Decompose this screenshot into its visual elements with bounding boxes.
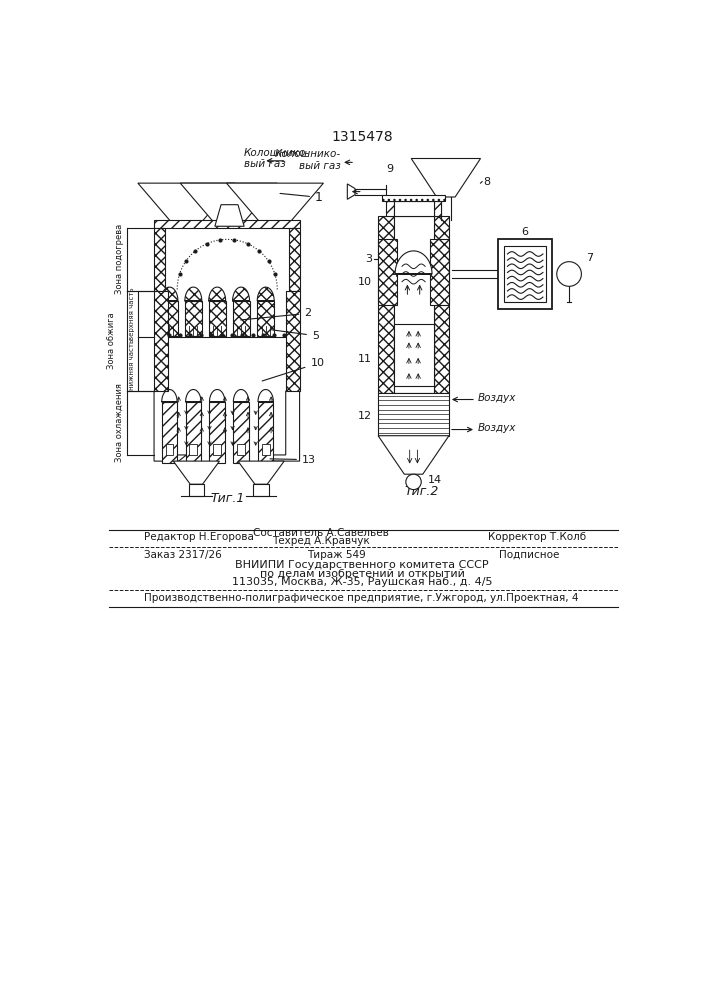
Polygon shape (347, 184, 355, 199)
Text: 12: 12 (358, 411, 372, 421)
Text: верхняя часть: верхняя часть (129, 288, 136, 340)
Bar (161, 301, 178, 336)
Bar (433, 201, 441, 216)
Bar (165, 444, 173, 455)
Circle shape (406, 474, 421, 490)
Bar (262, 444, 269, 455)
Bar (378, 239, 397, 305)
Bar (233, 301, 250, 336)
Text: Колошнико-
вый газ: Колошнико- вый газ (275, 149, 341, 171)
Bar (504, 246, 546, 302)
Text: Зона подогрева: Зона подогрева (115, 224, 124, 294)
Polygon shape (411, 158, 481, 197)
Text: 14: 14 (428, 475, 442, 485)
Bar (214, 444, 221, 455)
Text: 1: 1 (280, 191, 323, 204)
Polygon shape (209, 389, 225, 402)
Bar (186, 402, 201, 463)
Text: Колошнико-
вый газ: Колошнико- вый газ (244, 148, 310, 169)
Bar (394, 201, 433, 216)
Text: Воздух: Воздух (477, 393, 516, 403)
Text: ВНИИПИ Государственного комитета СССР: ВНИИПИ Государственного комитета СССР (235, 560, 489, 570)
Bar (288, 228, 300, 291)
Text: Редактор Н.Егорова: Редактор Н.Егорова (144, 532, 254, 542)
Bar (209, 402, 225, 463)
Bar (233, 402, 249, 463)
Bar (189, 484, 204, 496)
Text: 11: 11 (358, 354, 372, 364)
Text: Воздух: Воздух (477, 423, 516, 433)
Text: Заказ 2317/26: Заказ 2317/26 (144, 550, 222, 560)
Bar (162, 402, 177, 463)
Text: нижняя часть: нижняя часть (129, 339, 136, 390)
Bar (394, 216, 433, 393)
Polygon shape (395, 251, 432, 274)
Bar (433, 216, 449, 393)
Text: Корректор Т.Колб: Корректор Т.Колб (488, 532, 586, 542)
Bar (253, 484, 269, 496)
Bar (286, 291, 300, 391)
Text: 113035, Москва, Ж-35, Раушская наб., д. 4/5: 113035, Москва, Ж-35, Раушская наб., д. … (232, 577, 492, 587)
Text: 3: 3 (365, 254, 372, 264)
Text: Зона охлаждения: Зона охлаждения (115, 384, 124, 462)
Text: Составитель А.Савельев: Составитель А.Савельев (253, 528, 389, 538)
Polygon shape (161, 287, 178, 301)
Text: 13: 13 (270, 455, 316, 465)
Polygon shape (186, 389, 201, 402)
Bar (386, 201, 394, 216)
Polygon shape (185, 287, 201, 301)
Bar (378, 216, 394, 393)
Text: 8: 8 (483, 177, 490, 187)
Bar (258, 402, 274, 463)
Polygon shape (233, 287, 250, 301)
Bar (431, 239, 449, 305)
Bar (154, 291, 168, 391)
Text: Подписное: Подписное (499, 550, 559, 560)
Circle shape (557, 262, 581, 286)
Polygon shape (154, 391, 187, 461)
Bar (185, 301, 201, 336)
Text: Τиг.1: Τиг.1 (210, 492, 245, 505)
Bar (382, 195, 445, 201)
Polygon shape (180, 183, 277, 226)
Polygon shape (233, 389, 249, 402)
Bar (209, 301, 226, 336)
Text: 9: 9 (386, 164, 393, 174)
Text: Техред А.Кравчук: Техред А.Кравчук (272, 536, 370, 546)
Bar (154, 228, 165, 291)
Bar (394, 324, 433, 386)
Polygon shape (173, 461, 219, 484)
Polygon shape (226, 183, 324, 226)
Bar (238, 444, 245, 455)
Text: 2: 2 (241, 308, 311, 320)
Bar (498, 239, 552, 309)
Bar (189, 444, 197, 455)
Text: 7: 7 (586, 253, 593, 263)
Polygon shape (215, 205, 244, 226)
Text: 10: 10 (262, 358, 325, 381)
Polygon shape (257, 287, 274, 301)
Text: 5: 5 (271, 330, 319, 341)
Bar (378, 393, 449, 436)
Polygon shape (265, 391, 300, 461)
Text: 1315478: 1315478 (331, 130, 393, 144)
Polygon shape (209, 287, 226, 301)
Text: по делам изобретений и открытий: по делам изобретений и открытий (259, 569, 464, 579)
Polygon shape (138, 183, 235, 226)
Text: Тираж 549: Тираж 549 (307, 550, 366, 560)
Polygon shape (238, 461, 284, 484)
Text: 10: 10 (358, 277, 372, 287)
Text: 4: 4 (391, 269, 398, 279)
Polygon shape (258, 389, 274, 402)
Text: Производственно-полиграфическое предприятие, г.Ужгород, ул.Проектная, 4: Производственно-полиграфическое предприя… (144, 593, 578, 603)
Polygon shape (162, 389, 177, 402)
Bar (257, 301, 274, 336)
Bar (154, 220, 300, 228)
Text: 6: 6 (522, 227, 529, 237)
Text: Зона обжига: Зона обжига (107, 313, 116, 369)
Text: Τиг.2: Τиг.2 (404, 485, 438, 498)
Polygon shape (378, 436, 449, 474)
